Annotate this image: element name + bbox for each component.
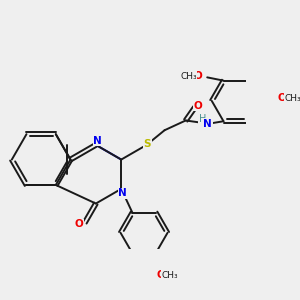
Text: CH₃: CH₃ — [180, 72, 196, 81]
Text: N: N — [93, 136, 102, 146]
Text: CH₃: CH₃ — [161, 271, 178, 280]
Text: O: O — [193, 101, 202, 111]
Text: N: N — [118, 188, 127, 198]
Text: S: S — [143, 139, 151, 149]
Text: N: N — [203, 119, 212, 129]
Text: O: O — [75, 219, 83, 229]
Text: H: H — [199, 115, 206, 124]
Text: O: O — [278, 93, 286, 103]
Text: O: O — [194, 71, 203, 81]
Text: CH₃: CH₃ — [284, 94, 300, 103]
Text: O: O — [156, 270, 165, 280]
